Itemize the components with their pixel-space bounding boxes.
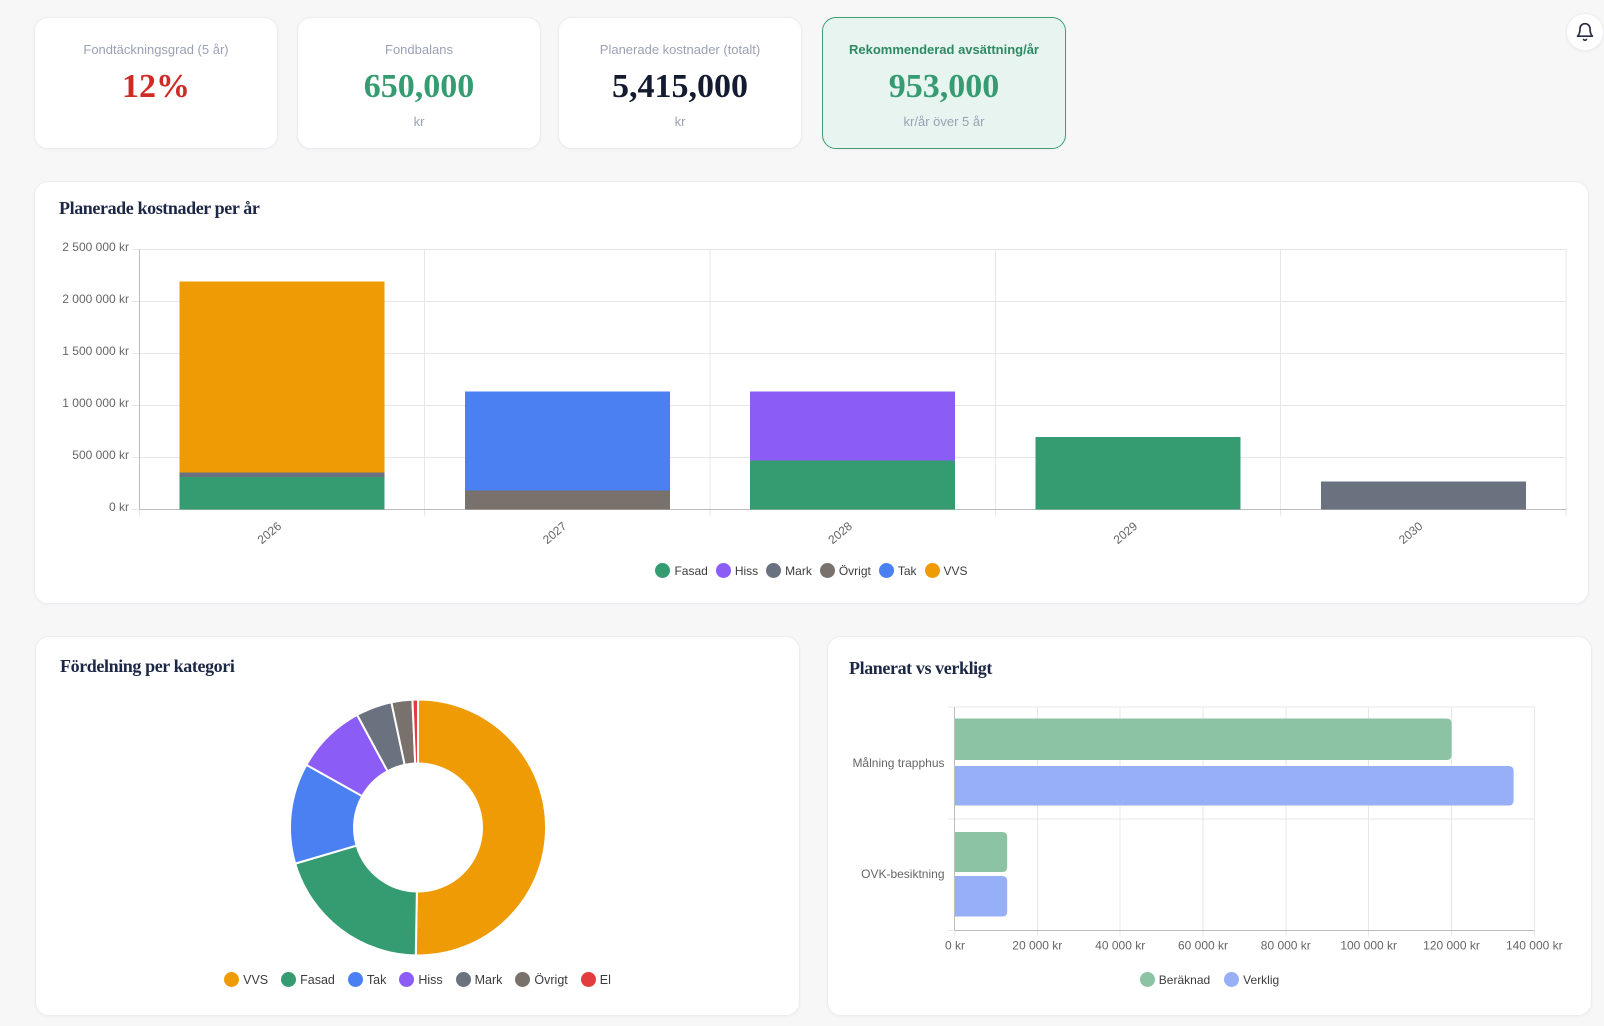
- svg-text:1 000 000 kr: 1 000 000 kr: [62, 396, 129, 410]
- svg-text:500 000 kr: 500 000 kr: [72, 448, 129, 462]
- svg-text:2028: 2028: [825, 519, 855, 547]
- svg-text:140 000 kr: 140 000 kr: [1506, 939, 1563, 953]
- svg-text:OVK-besiktning: OVK-besiktning: [861, 867, 944, 881]
- svg-text:80 000 kr: 80 000 kr: [1261, 939, 1311, 953]
- svg-text:2029: 2029: [1111, 519, 1141, 547]
- svg-text:2 500 000 kr: 2 500 000 kr: [62, 240, 129, 254]
- svg-text:0 kr: 0 kr: [109, 500, 129, 514]
- svg-text:Målning trapphus: Målning trapphus: [852, 756, 944, 770]
- svg-text:0 kr: 0 kr: [945, 939, 965, 953]
- svg-text:2030: 2030: [1396, 519, 1426, 547]
- svg-text:60 000 kr: 60 000 kr: [1178, 939, 1228, 953]
- svg-text:2 000 000 kr: 2 000 000 kr: [62, 292, 129, 306]
- svg-text:100 000 kr: 100 000 kr: [1340, 939, 1397, 953]
- svg-text:2027: 2027: [540, 519, 570, 547]
- svg-text:40 000 kr: 40 000 kr: [1095, 939, 1145, 953]
- svg-text:2026: 2026: [255, 519, 285, 547]
- svg-text:120 000 kr: 120 000 kr: [1423, 939, 1480, 953]
- svg-text:20 000 kr: 20 000 kr: [1012, 939, 1062, 953]
- svg-text:1 500 000 kr: 1 500 000 kr: [62, 344, 129, 358]
